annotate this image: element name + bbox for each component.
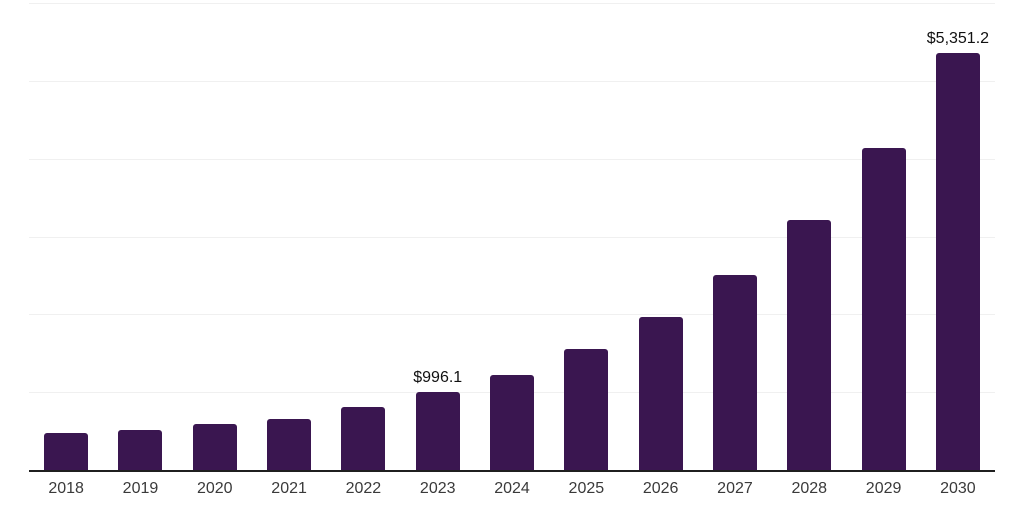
bar	[415, 392, 460, 470]
bars-container: $996.1 $5,351.2	[29, 3, 995, 470]
x-tick-label: 2025	[568, 480, 605, 497]
gridline	[29, 158, 995, 160]
plot-area: $996.1 $5,351.2	[29, 3, 995, 472]
bar-slot	[326, 3, 400, 470]
bar	[267, 419, 312, 470]
bar	[341, 407, 386, 470]
x-tick-label: 2020	[196, 480, 233, 497]
gridline	[29, 314, 995, 316]
x-tick-label: 2023	[419, 480, 456, 497]
bar	[787, 220, 832, 470]
bar	[44, 433, 89, 470]
x-tick-label: 2019	[122, 480, 159, 497]
bar	[564, 349, 609, 470]
bar-slot	[103, 3, 177, 470]
x-tick-label: 2018	[48, 480, 84, 497]
bar	[638, 317, 683, 470]
bar-slot	[846, 3, 920, 470]
bar-slot	[549, 3, 623, 470]
bar-slot	[475, 3, 549, 470]
bar-value-label: $996.1	[413, 369, 463, 386]
bar-slot	[624, 3, 698, 470]
gridline	[29, 3, 995, 4]
bar	[935, 53, 980, 470]
bar	[490, 375, 535, 470]
bar-slot	[252, 3, 326, 470]
bar	[712, 275, 757, 470]
x-tick-label: 2028	[791, 480, 828, 497]
bar-slot: $996.1	[401, 3, 475, 470]
x-tick-label: 2021	[271, 480, 307, 497]
bar-slot	[29, 3, 103, 470]
bar-slot	[772, 3, 846, 470]
x-axis: 2018 2019 2020 2021 2022 2023 2024 2025 2026 2027…	[29, 480, 995, 498]
bar-slot	[178, 3, 252, 470]
x-tick-label: 2027	[717, 480, 753, 497]
gridline	[29, 236, 995, 238]
x-tick-label: 2030	[940, 480, 976, 497]
bar-value-label: $5,351.2	[926, 30, 990, 47]
bar-slot	[698, 3, 772, 470]
bar	[192, 424, 237, 470]
x-tick-label: 2026	[642, 480, 679, 497]
x-tick-label: 2029	[865, 480, 902, 497]
bar-slot: $5,351.2	[921, 3, 995, 470]
gridline	[29, 80, 995, 82]
x-tick-label: 2024	[494, 480, 530, 497]
bar	[118, 430, 163, 470]
bar	[861, 148, 906, 470]
x-tick-label: 2022	[345, 480, 382, 497]
